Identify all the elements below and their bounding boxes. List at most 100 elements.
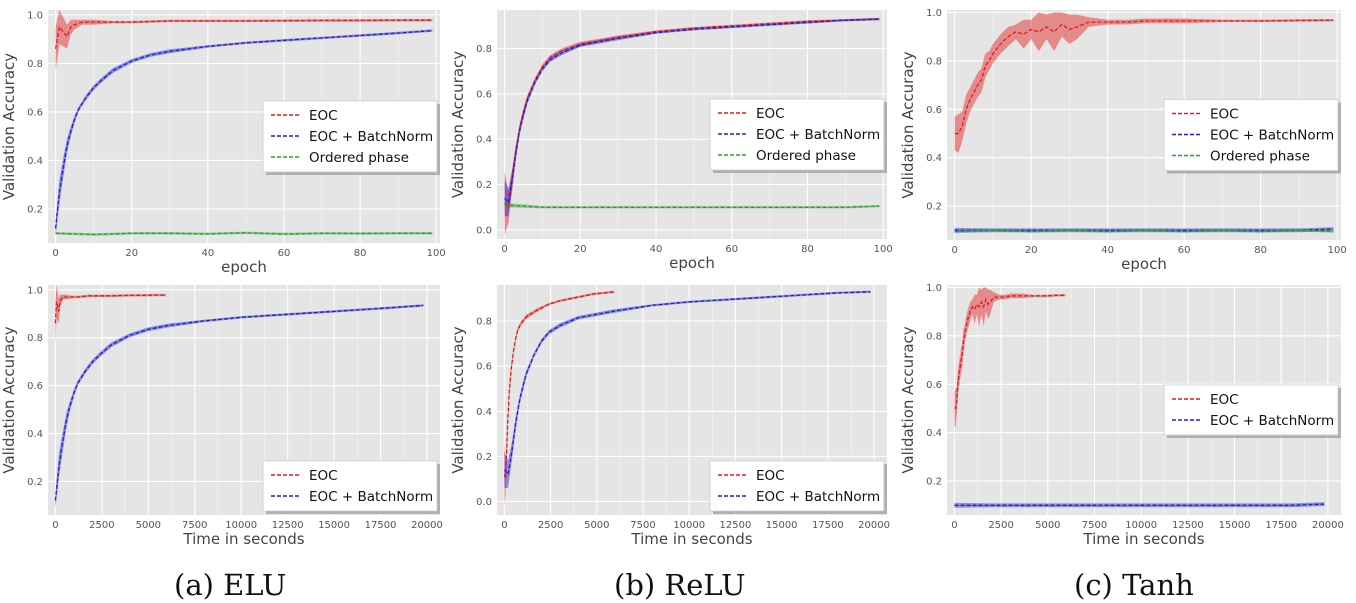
x-tick-label: 2500	[89, 520, 114, 531]
legend-box	[1163, 384, 1339, 436]
chart-panel-1: 0 20 40 60 80 100 0.2 0.4 0.6 0.8 1.0 epoch Validati…	[0, 10, 446, 276]
x-tick-label: 5000	[136, 520, 161, 531]
y-tick-label: 0.4	[476, 407, 492, 418]
line-eoc	[54, 294, 166, 324]
y-tick-label: 0.4	[27, 429, 43, 440]
x-tick-label: 80	[801, 244, 814, 255]
y-tick-label: 0.6	[27, 381, 43, 392]
x-tick-label: 10000	[1125, 520, 1157, 531]
y-tick-label: 0.8	[926, 56, 942, 67]
x-axis-label: Time in seconds	[630, 530, 752, 548]
y-tick-label: 0.6	[926, 380, 942, 391]
chart-panel-6: 0 2500 5000 7500 10000 12500 15000 17500 20000 0.…	[899, 283, 1344, 548]
y-tick-label: 0.2	[926, 477, 942, 488]
x-tick-label: 5000	[584, 520, 609, 531]
y-axis-label: Validation Accuracy	[899, 326, 917, 473]
x-tick-label: 17500	[812, 520, 844, 531]
y-tick-label: 0.2	[476, 452, 492, 463]
legend: EOC EOC + BatchNorm	[262, 460, 440, 514]
x-tick-label: 20000	[411, 520, 443, 531]
legend: EOC EOC + BatchNorm	[709, 460, 887, 514]
y-axis-label: Validation Accuracy	[899, 51, 917, 198]
x-tick-label: 0	[951, 520, 957, 531]
line-eoc	[54, 19, 433, 49]
y-tick-label: 0.2	[27, 205, 43, 216]
x-axis-label: Time in seconds	[182, 530, 304, 548]
x-tick-label: 10000	[673, 520, 705, 531]
y-tick-label: 0.6	[27, 107, 43, 118]
x-tick-label: 20000	[858, 520, 890, 531]
x-tick-label: 10000	[225, 520, 257, 531]
y-axis-label: Validation Accuracy	[449, 51, 467, 198]
legend: EOC EOC + BatchNorm Ordered phase	[709, 98, 887, 173]
x-tick-label: 17500	[365, 520, 397, 531]
legend-label: Ordered phase	[309, 150, 409, 166]
x-tick-label: 0	[501, 244, 507, 255]
x-tick-label: 7500	[630, 520, 655, 531]
x-tick-label: 100	[874, 244, 893, 255]
y-tick-label: 1.0	[27, 285, 43, 296]
y-axis-label: Validation Accuracy	[0, 53, 18, 200]
x-tick-label: 15000	[1219, 520, 1251, 531]
legend-label: EOC + BatchNorm	[756, 489, 880, 505]
legend-label: EOC	[1210, 107, 1239, 123]
band-eoc	[55, 285, 166, 345]
y-tick-label: 0.4	[476, 135, 492, 146]
x-axis-label: epoch	[669, 254, 715, 272]
line-ordered-phase	[55, 232, 433, 236]
legend-label: EOC	[309, 108, 338, 124]
legend-box	[262, 460, 438, 512]
x-axis-label: epoch	[221, 258, 267, 276]
legend: EOC EOC + BatchNorm Ordered phase	[1163, 99, 1341, 174]
x-axis-label: epoch	[1121, 255, 1167, 273]
series-group	[504, 17, 880, 235]
y-tick-label: 0.2	[27, 477, 43, 488]
line-eoc	[954, 19, 1334, 135]
line-eoc-batchnorm	[54, 29, 433, 229]
x-tick-label: 12500	[1172, 520, 1204, 531]
line-eoc-batchnorm	[503, 291, 871, 476]
x-tick-label: 0	[951, 245, 957, 256]
x-tick-label: 60	[1178, 245, 1191, 256]
x-tick-label: 2500	[538, 520, 563, 531]
x-tick-label: 80	[1254, 245, 1267, 256]
band-eoc-batchnorm	[954, 502, 1325, 508]
legend-label: EOC + BatchNorm	[309, 129, 433, 145]
series-group	[54, 10, 433, 236]
x-tick-label: 7500	[1082, 520, 1107, 531]
y-tick-label: 1.0	[27, 10, 43, 21]
series-group	[954, 287, 1325, 508]
legend-label: Ordered phase	[756, 148, 856, 164]
x-tick-label: 20	[574, 244, 587, 255]
chart-panel-5: 0 2500 5000 7500 10000 12500 15000 17500 20000 0.…	[449, 285, 890, 548]
x-tick-label: 40	[1101, 245, 1114, 256]
y-axis-label: Validation Accuracy	[0, 326, 18, 473]
x-tick-label: 5000	[1035, 520, 1060, 531]
x-tick-label: 0	[52, 248, 58, 259]
line-ordered-phase	[504, 204, 880, 208]
y-tick-label: 0.4	[27, 156, 43, 167]
legend-label: EOC	[1210, 392, 1239, 408]
series-group	[954, 12, 1334, 233]
y-tick-label: 0.0	[476, 497, 492, 508]
line-eoc	[954, 294, 1066, 410]
line-eoc-batchnorm	[954, 228, 1334, 231]
legend-label: EOC	[756, 106, 785, 122]
legend-label: EOC + BatchNorm	[756, 127, 880, 143]
x-tick-label: 80	[354, 248, 367, 259]
line-ordered-phase	[954, 229, 1334, 233]
legend-label: EOC + BatchNorm	[309, 489, 433, 505]
x-tick-label: 20000	[1312, 520, 1344, 531]
caption-tanh: (c) Tanh	[1074, 568, 1194, 602]
y-tick-label: 0.8	[926, 331, 942, 342]
y-tick-label: 0.4	[926, 428, 942, 439]
line-eoc-batchnorm	[54, 304, 424, 501]
x-tick-label: 15000	[766, 520, 798, 531]
y-tick-label: 0.6	[926, 105, 942, 116]
x-tick-label: 60	[725, 244, 738, 255]
y-tick-label: 1.0	[926, 8, 942, 19]
legend-label: EOC + BatchNorm	[1210, 413, 1334, 429]
line-eoc	[504, 18, 880, 209]
x-tick-label: 15000	[318, 520, 350, 531]
y-tick-label: 0.8	[476, 317, 492, 328]
